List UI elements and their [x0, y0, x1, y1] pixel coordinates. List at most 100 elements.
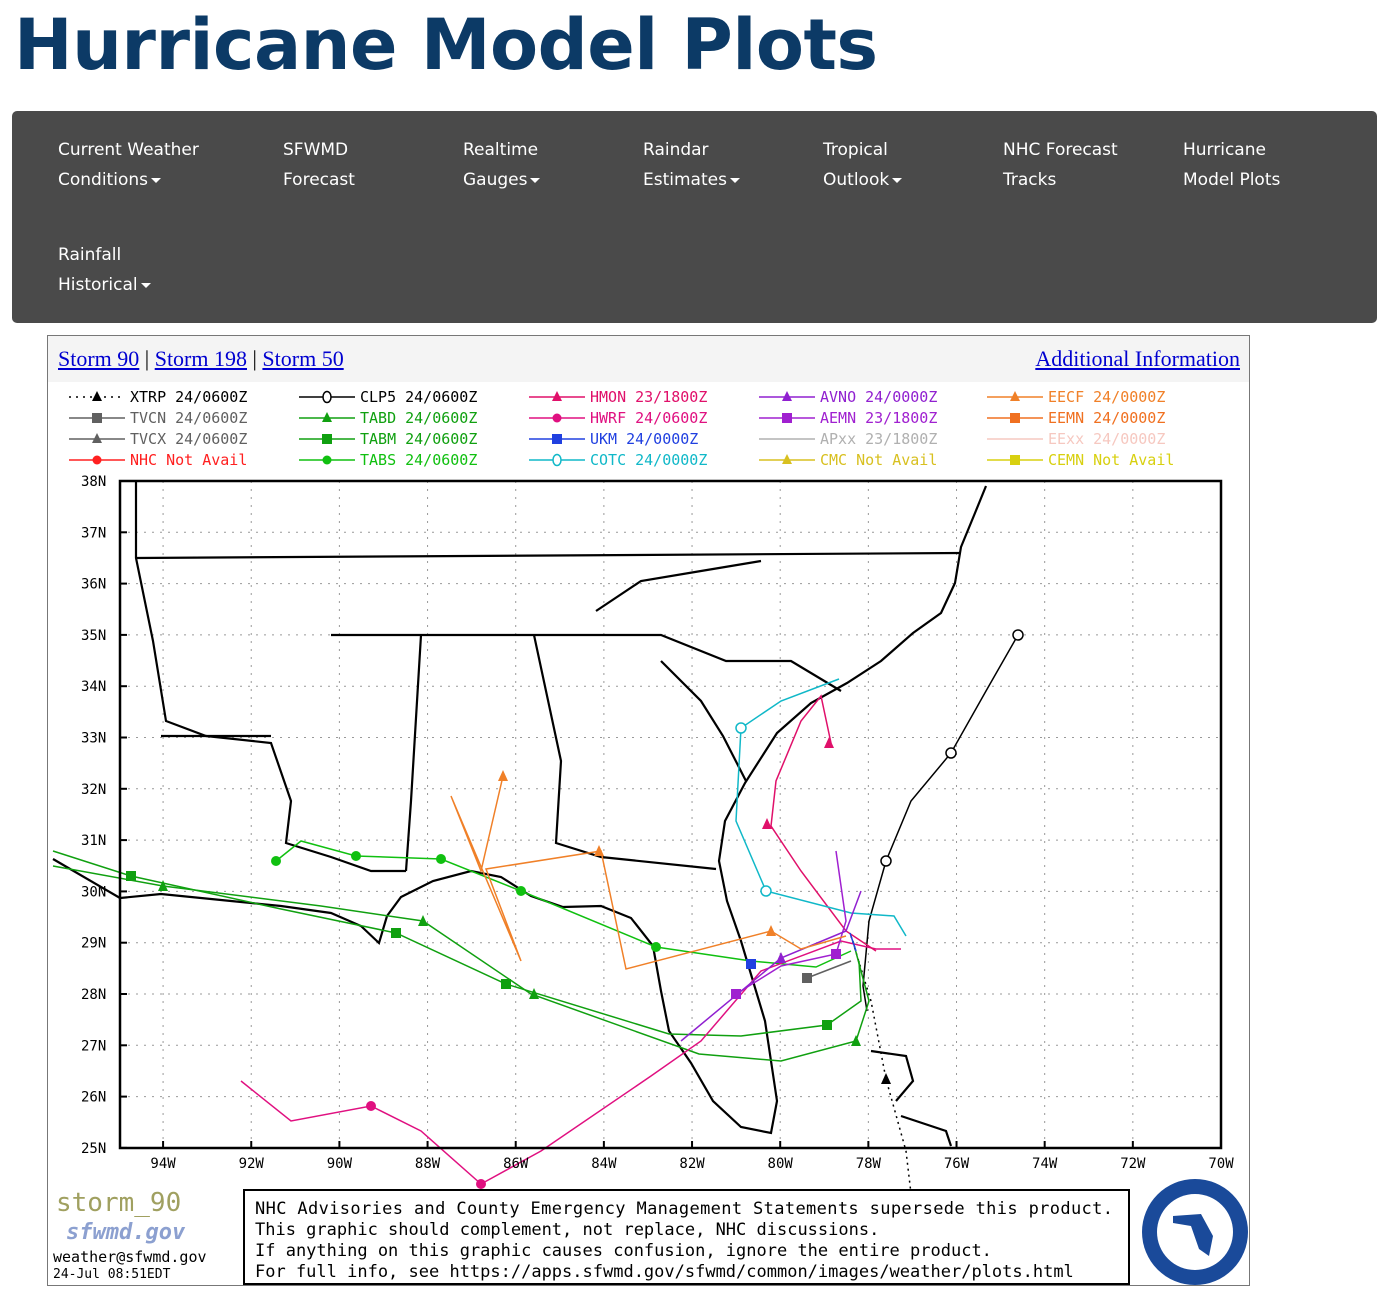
nav-item[interactable]: Rainfall Historical [58, 240, 151, 300]
nav-line: Rainfall [58, 245, 122, 265]
legend-marker [552, 434, 562, 444]
track-marker [760, 885, 772, 897]
email: weather@sfwmd.gov [53, 1248, 207, 1266]
legend-entry: EEMN 24/0000Z [1048, 409, 1165, 427]
disclaimer-line: For full info, see https://apps.sfwmd.go… [255, 1262, 1074, 1282]
legend-marker [92, 391, 102, 401]
legend-name: XTRP [130, 388, 166, 406]
legend-time: Not Avail [1093, 451, 1174, 469]
nav-item[interactable]: NHC Forecast Tracks [1003, 135, 1118, 195]
legend-time: 24/0000Z [1093, 409, 1165, 427]
disclaimer-box [243, 1189, 1130, 1285]
legend-marker [782, 391, 792, 401]
lat-label: 33N [81, 731, 106, 747]
disclaimer-line: If anything on this graphic causes confu… [255, 1241, 992, 1261]
lat-label: 27N [81, 1038, 106, 1054]
legend-marker [322, 390, 332, 404]
storm-link[interactable]: Storm 90 [58, 346, 140, 371]
lon-label: 80W [768, 1156, 794, 1172]
track-marker [880, 855, 892, 867]
track-line [770, 694, 877, 952]
stamp: storm_90 [56, 1188, 181, 1218]
nav-item[interactable]: Realtime Gauges [463, 135, 541, 195]
track-line [240, 940, 901, 1185]
legend-marker [782, 454, 792, 464]
legend-entry: EExx 24/0000Z [1048, 430, 1165, 448]
lon-label: 82W [679, 1156, 705, 1172]
legend-entry: AEMN 23/1800Z [820, 409, 937, 427]
lat-label: 25N [81, 1141, 106, 1157]
legend-time: 24/0600Z [635, 409, 707, 427]
nav-line: Tropical [823, 140, 888, 160]
track-marker [476, 1179, 486, 1189]
nav-item[interactable]: SFWMD Forecast [283, 135, 355, 195]
disclaimer: NHC Advisories and County Emergency Mana… [255, 1199, 1113, 1282]
track-marker [945, 747, 957, 759]
nav-line: Historical [58, 270, 151, 300]
track-marker [391, 928, 401, 938]
nav-line: Model Plots [1183, 170, 1281, 190]
track-marker [529, 988, 539, 999]
legend-time: 24/0600Z [405, 430, 477, 448]
legend-name: CMC [820, 451, 847, 469]
legend-marker [92, 433, 102, 443]
legend-time: 24/0000Z [626, 430, 698, 448]
link-bar: Storm 90 | Storm 198 | Storm 50 Addition… [48, 336, 1249, 382]
nav-item[interactable]: Raindar Estimates [643, 135, 740, 195]
legend-name: HMON [590, 388, 626, 406]
legend-time: 24/0600Z [405, 451, 477, 469]
nav-line: Gauges [463, 170, 528, 190]
lon-label: 86W [503, 1156, 529, 1172]
lon-label: 88W [415, 1156, 441, 1172]
legend-marker [552, 391, 562, 401]
page-title: Hurricane Model Plots [14, 4, 878, 86]
dropdown-caret [892, 177, 903, 183]
track-marker [651, 942, 661, 952]
storm-link[interactable]: Storm 50 [262, 346, 344, 371]
nav-line: Hurricane [1183, 140, 1266, 160]
state-line [331, 633, 842, 692]
nav-item[interactable]: Current Weather Conditions [58, 135, 199, 195]
legend-entry: CLP5 24/0600Z [360, 388, 477, 406]
legend-name: TABS [360, 451, 396, 469]
track-marker [436, 854, 446, 864]
legend-entry: HWRF 24/0600Z [590, 409, 707, 427]
track-marker [1012, 629, 1024, 641]
logo [1142, 1179, 1248, 1285]
lat-label: 37N [81, 525, 106, 541]
lon-label: 70W [1208, 1156, 1234, 1172]
track-marker [766, 925, 776, 936]
lat-label: 31N [81, 833, 106, 849]
legend-time: 24/0600Z [405, 388, 477, 406]
legend-entry: UKM 24/0000Z [590, 430, 698, 448]
storm-link[interactable]: Storm 198 [154, 346, 247, 371]
lat-label: 32N [81, 782, 106, 798]
legend-entry: TVCN 24/0600Z [130, 409, 247, 427]
nav-item[interactable]: Tropical Outlook [823, 135, 903, 195]
legend-entry: TABS 24/0600Z [360, 451, 477, 469]
legend-time: 23/1800Z [865, 409, 937, 427]
track-marker [762, 818, 772, 829]
track-marker [851, 1035, 861, 1046]
legend-entry: CMC Not Avail [820, 451, 937, 469]
legend-entry: CEMN Not Avail [1048, 451, 1174, 469]
legend-time: 24/0000Z [865, 388, 937, 406]
legend-marker [92, 413, 102, 423]
additional-info-link[interactable]: Additional Information [1035, 346, 1240, 371]
separator: | [252, 346, 257, 371]
geography [52, 481, 988, 1147]
lon-label: 74W [1032, 1156, 1058, 1172]
nav-line: Estimates [643, 170, 727, 190]
legend-name: EExx [1048, 430, 1084, 448]
legend-name: CLP5 [360, 388, 396, 406]
lat-label: 29N [81, 936, 106, 952]
nav-line: Model Plots [1183, 165, 1280, 195]
track-marker [824, 737, 834, 748]
state-line [595, 559, 762, 612]
lat-label: 28N [81, 987, 106, 1003]
legend-marker [322, 412, 332, 422]
legend-time: 24/0000Z [1093, 388, 1165, 406]
nav-item[interactable]: Hurricane Model Plots [1183, 135, 1280, 195]
dropdown-caret [150, 177, 161, 183]
